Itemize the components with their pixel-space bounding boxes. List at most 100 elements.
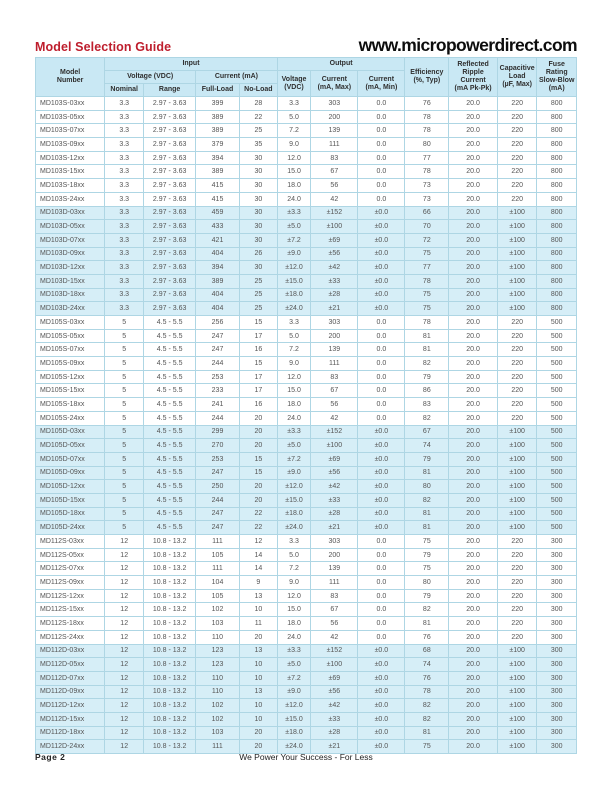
cell-value: 20 xyxy=(238,438,278,453)
cell-value: 15.0 xyxy=(276,602,312,618)
cell-value: 75 xyxy=(404,246,450,262)
cell-value: ±9.0 xyxy=(276,684,312,700)
cell-value: 13 xyxy=(238,643,278,659)
cell-value: 2.97 - 3.63 xyxy=(143,273,197,289)
table-row: MD105D-03xx 5 4.5 - 5.5 299 20 ±3.3 ±152 ±0.0 67… xyxy=(34,424,577,440)
table-row: MD105D-12xx 5 4.5 - 5.5 250 20 ±12.0 ±42 ±0.0 80… xyxy=(34,479,577,494)
cell-value: 2.97 - 3.63 xyxy=(143,178,197,193)
cell-value: ±100 xyxy=(310,657,359,672)
cell-model-number: MD105D-07xx xyxy=(34,451,106,467)
cell-value: 5 xyxy=(104,424,145,440)
cell-value: 4.5 - 5.5 xyxy=(143,479,197,494)
cell-value: 2.97 - 3.63 xyxy=(143,232,197,248)
cell-value: 3.3 xyxy=(104,123,145,139)
cell-value: ±0.0 xyxy=(357,711,406,727)
cell-value: ±0.0 xyxy=(357,219,406,234)
cell-value: 12 xyxy=(104,684,145,700)
cell-value: 102 xyxy=(195,698,240,713)
cell-model-number: MD112S-12xx xyxy=(34,588,106,604)
cell-value: 3.3 xyxy=(276,96,312,111)
cell-value: 10.8 - 13.2 xyxy=(143,547,197,563)
cell-value: ±15.0 xyxy=(276,273,312,289)
cell-value: 28 xyxy=(238,96,278,111)
cell-value: 300 xyxy=(536,575,577,590)
cell-value: 10.8 - 13.2 xyxy=(143,670,197,686)
cell-value: 220 xyxy=(496,328,538,344)
cell-value: 220 xyxy=(496,123,538,139)
cell-model-number: MD112D-24xx xyxy=(34,739,106,754)
cell-value: 20.0 xyxy=(448,150,498,166)
cell-value: 10.8 - 13.2 xyxy=(143,575,197,590)
cell-value: 20.0 xyxy=(448,273,498,289)
cell-value: 10 xyxy=(238,657,278,672)
cell-model-number: MD112S-09xx xyxy=(34,575,106,590)
cell-value: 220 xyxy=(496,315,538,330)
cell-value: 68 xyxy=(404,643,450,659)
cell-value: ±15.0 xyxy=(276,492,312,508)
cell-value: 0.0 xyxy=(357,178,406,193)
table-row: MD105D-05xx 5 4.5 - 5.5 270 20 ±5.0 ±100 ±0.0 74… xyxy=(34,438,577,453)
cell-value: 3.3 xyxy=(104,164,145,180)
cell-value: 66 xyxy=(404,205,450,221)
cell-value: 2.97 - 3.63 xyxy=(143,301,197,316)
cell-value: 2.97 - 3.63 xyxy=(143,123,197,139)
cell-value: ±100 xyxy=(496,643,538,659)
cell-value: 30 xyxy=(238,178,278,193)
cell-value: 20.0 xyxy=(448,506,498,522)
cell-value: 110 xyxy=(195,684,240,700)
cell-value: 104 xyxy=(195,575,240,590)
cell-value: 10.8 - 13.2 xyxy=(143,657,197,672)
cell-value: ±100 xyxy=(310,219,359,234)
table-row: MD112S-12xx 12 10.8 - 13.2 105 13 12.0 83 0.0 79… xyxy=(34,588,577,604)
cell-value: 2.97 - 3.63 xyxy=(143,287,197,303)
cell-value: 10 xyxy=(238,602,278,618)
cell-model-number: MD105D-03xx xyxy=(34,424,106,440)
cell-value: 800 xyxy=(536,109,577,125)
cell-value: 111 xyxy=(195,739,240,754)
cell-value: 81 xyxy=(404,506,450,522)
cell-value: 404 xyxy=(195,301,240,316)
cell-value: 20.0 xyxy=(448,575,498,590)
cell-value: 73 xyxy=(404,178,450,193)
cell-value: 220 xyxy=(496,369,538,385)
table-row: MD112D-15xx 12 10.8 - 13.2 102 10 ±15.0 ±33 ±0.… xyxy=(34,711,577,727)
cell-value: 20.0 xyxy=(448,96,498,111)
cell-value: ±0.0 xyxy=(357,725,406,741)
cell-value: 394 xyxy=(195,260,240,275)
cell-value: ±0.0 xyxy=(357,670,406,686)
cell-value: ±0.0 xyxy=(357,438,406,453)
cell-value: ±9.0 xyxy=(276,246,312,262)
cell-value: 18.0 xyxy=(276,616,312,631)
cell-value: 30 xyxy=(238,219,278,234)
cell-value: 7.2 xyxy=(276,342,312,358)
cell-value: 80 xyxy=(404,575,450,590)
cell-value: 300 xyxy=(536,547,577,563)
cell-value: 5 xyxy=(104,342,145,358)
cell-value: ±42 xyxy=(310,479,359,494)
cell-value: 500 xyxy=(536,356,577,371)
cell-value: 22 xyxy=(238,109,278,125)
cell-model-number: MD112S-03xx xyxy=(34,534,106,549)
cell-value: 20.0 xyxy=(448,698,498,713)
table-row: MD105D-24xx 5 4.5 - 5.5 247 22 ±24.0 ±21 ±0.0 81… xyxy=(34,520,577,535)
cell-value: 17 xyxy=(238,369,278,385)
cell-value: ±100 xyxy=(496,287,538,303)
cell-value: 0.0 xyxy=(357,137,406,152)
cell-value: 14 xyxy=(238,547,278,563)
table-row: MD103D-07xx 3.3 2.97 - 3.63 421 30 ±7.2 ±69 ±0.… xyxy=(34,232,577,248)
cell-value: 2.97 - 3.63 xyxy=(143,219,197,234)
cell-value: 3.3 xyxy=(104,137,145,152)
cell-value: ±152 xyxy=(310,205,359,221)
cell-model-number: MD112S-15xx xyxy=(34,602,106,618)
cell-value: 3.3 xyxy=(104,232,145,248)
cell-value: 244 xyxy=(195,356,240,371)
cell-value: 20.0 xyxy=(448,602,498,618)
cell-value: 7.2 xyxy=(276,123,312,139)
cell-value: ±5.0 xyxy=(276,657,312,672)
cell-value: 459 xyxy=(195,205,240,221)
cell-value: 20.0 xyxy=(448,287,498,303)
cell-value: 10.8 - 13.2 xyxy=(143,643,197,659)
cell-value: 10.8 - 13.2 xyxy=(143,588,197,604)
cell-value: 0.0 xyxy=(357,356,406,371)
cell-value: 303 xyxy=(310,315,359,330)
